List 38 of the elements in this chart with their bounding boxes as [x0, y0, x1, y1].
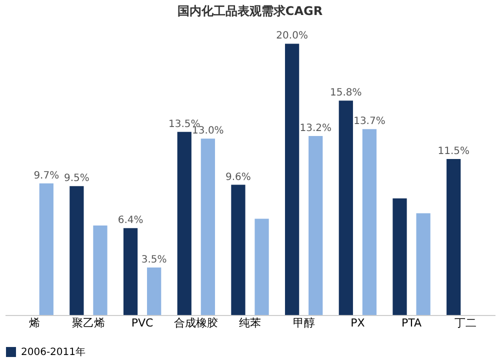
bar: [147, 268, 162, 315]
data-label: 20.0%: [276, 30, 308, 42]
data-label: 13.7%: [354, 116, 386, 128]
bar: [285, 44, 300, 315]
legend-label: 2006-2011年: [21, 346, 86, 358]
bar: [362, 129, 377, 315]
x-tick-label: 纯苯: [239, 316, 261, 330]
x-tick-label: PX: [350, 316, 366, 330]
data-label: 3.5%: [141, 254, 167, 266]
bar: [39, 183, 54, 315]
bar: [392, 198, 407, 315]
bar: [93, 225, 108, 315]
x-tick-label: 烯: [29, 316, 40, 330]
bar: [338, 100, 353, 315]
data-label: 6.4%: [118, 215, 144, 226]
data-label: 9.6%: [226, 172, 251, 183]
bar: [123, 228, 138, 315]
bar: [177, 132, 192, 315]
x-tick-label: PVC: [131, 316, 154, 330]
data-label: 11.5%: [438, 146, 470, 158]
data-label: 13.2%: [300, 122, 332, 134]
x-tick-label: 聚乙烯: [72, 316, 105, 330]
bar: [231, 184, 246, 315]
bar: [70, 186, 84, 315]
bar: [254, 218, 269, 315]
data-label: 13.0%: [192, 126, 224, 137]
x-tick-label: 甲醇: [292, 316, 315, 330]
chart-title: 国内化工品表观需求CAGR: [177, 4, 323, 18]
bar: [416, 213, 430, 315]
x-tick-label: PTA: [402, 316, 422, 330]
x-tick-label: 合成橡胶: [174, 316, 218, 330]
data-label: 9.7%: [34, 170, 60, 182]
data-label: 15.8%: [330, 88, 362, 99]
bar: [308, 136, 323, 315]
bar: [446, 159, 461, 315]
bar: [200, 138, 215, 315]
x-tick-label: 丁二: [454, 316, 476, 330]
data-label: 9.5%: [64, 173, 90, 184]
